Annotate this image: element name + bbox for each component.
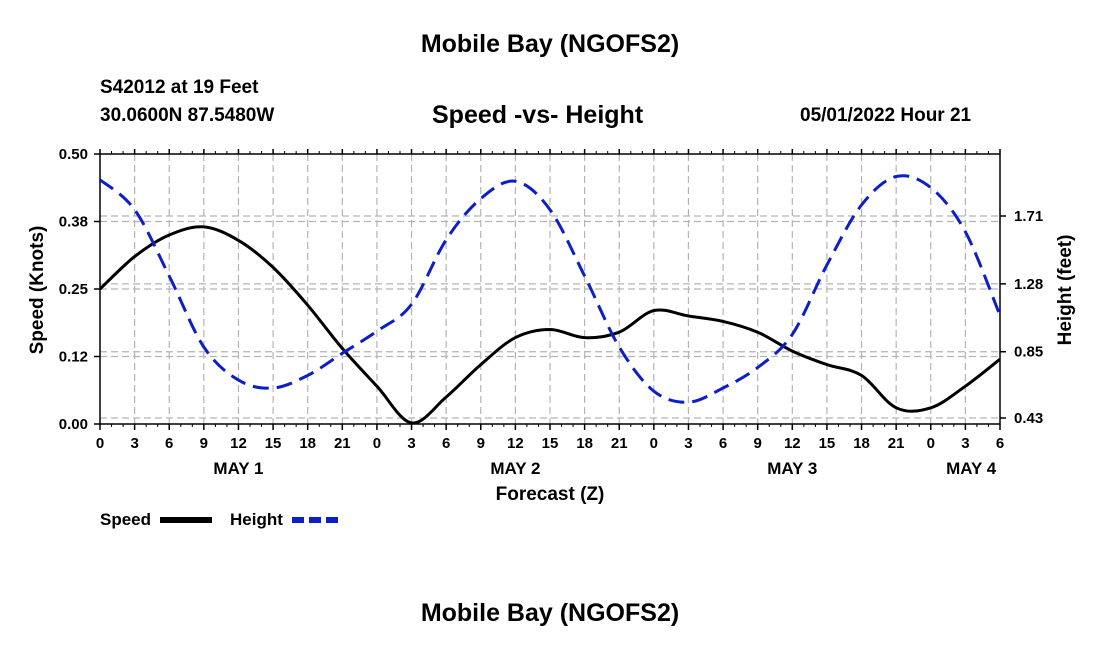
x-axis-label: Forecast (Z) <box>496 484 605 505</box>
y-right-tick-label: 0.43 <box>1014 410 1043 427</box>
x-tick-label: 18 <box>299 435 316 452</box>
y-tick-label: 0.38 <box>59 214 88 231</box>
x-tick-label: 6 <box>719 435 727 452</box>
x-tick-label: 3 <box>684 435 692 452</box>
x-tick-label: 3 <box>407 435 415 452</box>
x-tick-label: 12 <box>784 435 801 452</box>
y-axis-label-right: Height (feet) <box>1055 235 1076 346</box>
chart-title: Mobile Bay (NGOFS2) <box>420 30 680 58</box>
chart-subtitle: Speed -vs- Height <box>432 101 644 129</box>
date-label: MAY 2 <box>490 459 540 478</box>
x-tick-label: 15 <box>819 435 836 452</box>
x-tick-label: 0 <box>650 435 658 452</box>
y-tick-label: 0.50 <box>59 146 88 163</box>
x-tick-label: 18 <box>853 435 870 452</box>
x-tick-label: 0 <box>373 435 381 452</box>
x-tick-label: 15 <box>542 435 559 452</box>
x-tick-label: 9 <box>754 435 762 452</box>
x-tick-label: 12 <box>230 435 247 452</box>
x-tick-label: 9 <box>200 435 208 452</box>
date-label: MAY 3 <box>767 459 817 478</box>
x-tick-label: 3 <box>130 435 138 452</box>
series <box>100 174 1000 424</box>
x-tick-label: 18 <box>576 435 593 452</box>
y-right-tick-label: 0.85 <box>1014 344 1043 361</box>
y-right-tick-label: 1.71 <box>1014 208 1043 225</box>
x-tick-label: 6 <box>996 435 1004 452</box>
x-tick-label: 3 <box>961 435 969 452</box>
timestamp-label: 05/01/2022 Hour 21 <box>800 105 972 126</box>
y-tick-label: 0.12 <box>59 349 88 366</box>
x-tick-label: 0 <box>96 435 104 452</box>
tick-labels: 0 3 6 9 12 15 18 21 0 3 6 9 12 15 18 21 0 3 6 9 12 15 18 21 0 3 60… <box>59 146 1043 478</box>
bottom-title: Mobile Bay (NGOFS2) <box>420 599 680 627</box>
x-tick-label: 21 <box>611 435 628 452</box>
station-label: S42012 at 19 Feet <box>100 77 259 98</box>
grid <box>100 154 1000 424</box>
x-tick-label: 15 <box>265 435 282 452</box>
x-tick-label: 12 <box>507 435 524 452</box>
series-line-speed <box>100 225 1000 424</box>
date-label: MAY 1 <box>213 459 263 478</box>
x-tick-label: 6 <box>165 435 173 452</box>
date-label: MAY 4 <box>946 459 997 478</box>
y-tick-label: 0.00 <box>59 416 88 433</box>
x-tick-label: 21 <box>334 435 351 452</box>
coordinates-label: 30.0600N 87.5480W <box>100 105 275 126</box>
x-tick-label: 21 <box>888 435 905 452</box>
y-tick-label: 0.25 <box>59 281 88 298</box>
x-tick-label: 0 <box>927 435 935 452</box>
x-tick-label: 9 <box>477 435 485 452</box>
legend-label-height: Height <box>230 510 283 529</box>
y-axis-label: Speed (Knots) <box>27 226 48 355</box>
y-right-tick-label: 1.28 <box>1014 276 1043 293</box>
x-tick-label: 6 <box>442 435 450 452</box>
legend: Speed Height <box>100 510 342 529</box>
legend-label-speed: Speed <box>100 510 151 529</box>
